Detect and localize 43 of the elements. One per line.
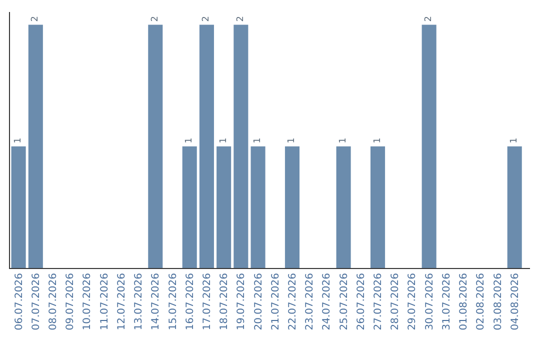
data-label: 1 — [218, 138, 229, 144]
data-label: 1 — [14, 138, 24, 144]
data-label: 1 — [184, 138, 195, 144]
x-tick-label: 11.07.2026 — [99, 273, 110, 330]
data-label: 2 — [424, 16, 434, 22]
x-tick-label: 31.07.2026 — [441, 273, 452, 330]
x-tick-label: 06.07.2026 — [14, 273, 25, 330]
x-tick-label: 14.07.2026 — [150, 273, 162, 330]
data-label: 1 — [372, 138, 383, 144]
x-tick-label: 25.07.2026 — [338, 273, 350, 330]
data-label: 2 — [150, 16, 160, 22]
x-tick-label: 21.07.2026 — [270, 273, 282, 330]
x-tick-label: 08.07.2026 — [48, 273, 60, 330]
x-tick-label: 20.07.2026 — [253, 273, 264, 330]
x-tick-label: 23.07.2026 — [304, 273, 316, 330]
x-tick-label: 04.08.2026 — [510, 273, 521, 330]
x-tick-label: 18.07.2026 — [219, 273, 230, 330]
x-tick-label: 17.07.2026 — [202, 273, 213, 330]
x-tick-label: 19.07.2026 — [236, 273, 248, 330]
data-label: 2 — [236, 16, 246, 22]
x-tick-label: 07.07.2026 — [30, 273, 42, 330]
x-tick-label: 29.07.2026 — [407, 273, 418, 330]
x-tick-label: 30.07.2026 — [424, 273, 436, 330]
x-tick-label: 28.07.2026 — [390, 273, 402, 330]
data-label: 1 — [253, 138, 264, 144]
data-label: 1 — [287, 138, 298, 144]
x-tick-label: 03.08.2026 — [492, 273, 504, 330]
data-label: 1 — [510, 138, 520, 144]
x-tick-label: 02.08.2026 — [476, 273, 487, 330]
data-label: 1 — [338, 138, 349, 144]
data-label: 2 — [202, 16, 212, 22]
x-tick-label: 13.07.2026 — [134, 273, 145, 330]
data-label: 2 — [30, 16, 41, 22]
x-tick-label: 22.07.2026 — [287, 273, 298, 330]
x-tick-label: 09.07.2026 — [65, 273, 76, 330]
x-tick-label: 15.07.2026 — [168, 273, 179, 330]
x-tick-label: 16.07.2026 — [184, 273, 196, 330]
x-tick-label: 12.07.2026 — [116, 273, 128, 330]
x-tick-label: 10.07.2026 — [82, 273, 94, 330]
x-tick-label: 27.07.2026 — [373, 273, 384, 330]
x-tick-label: 01.08.2026 — [458, 273, 470, 330]
x-tick-label: 24.07.2026 — [322, 273, 333, 330]
x-tick-label: 26.07.2026 — [356, 273, 367, 330]
